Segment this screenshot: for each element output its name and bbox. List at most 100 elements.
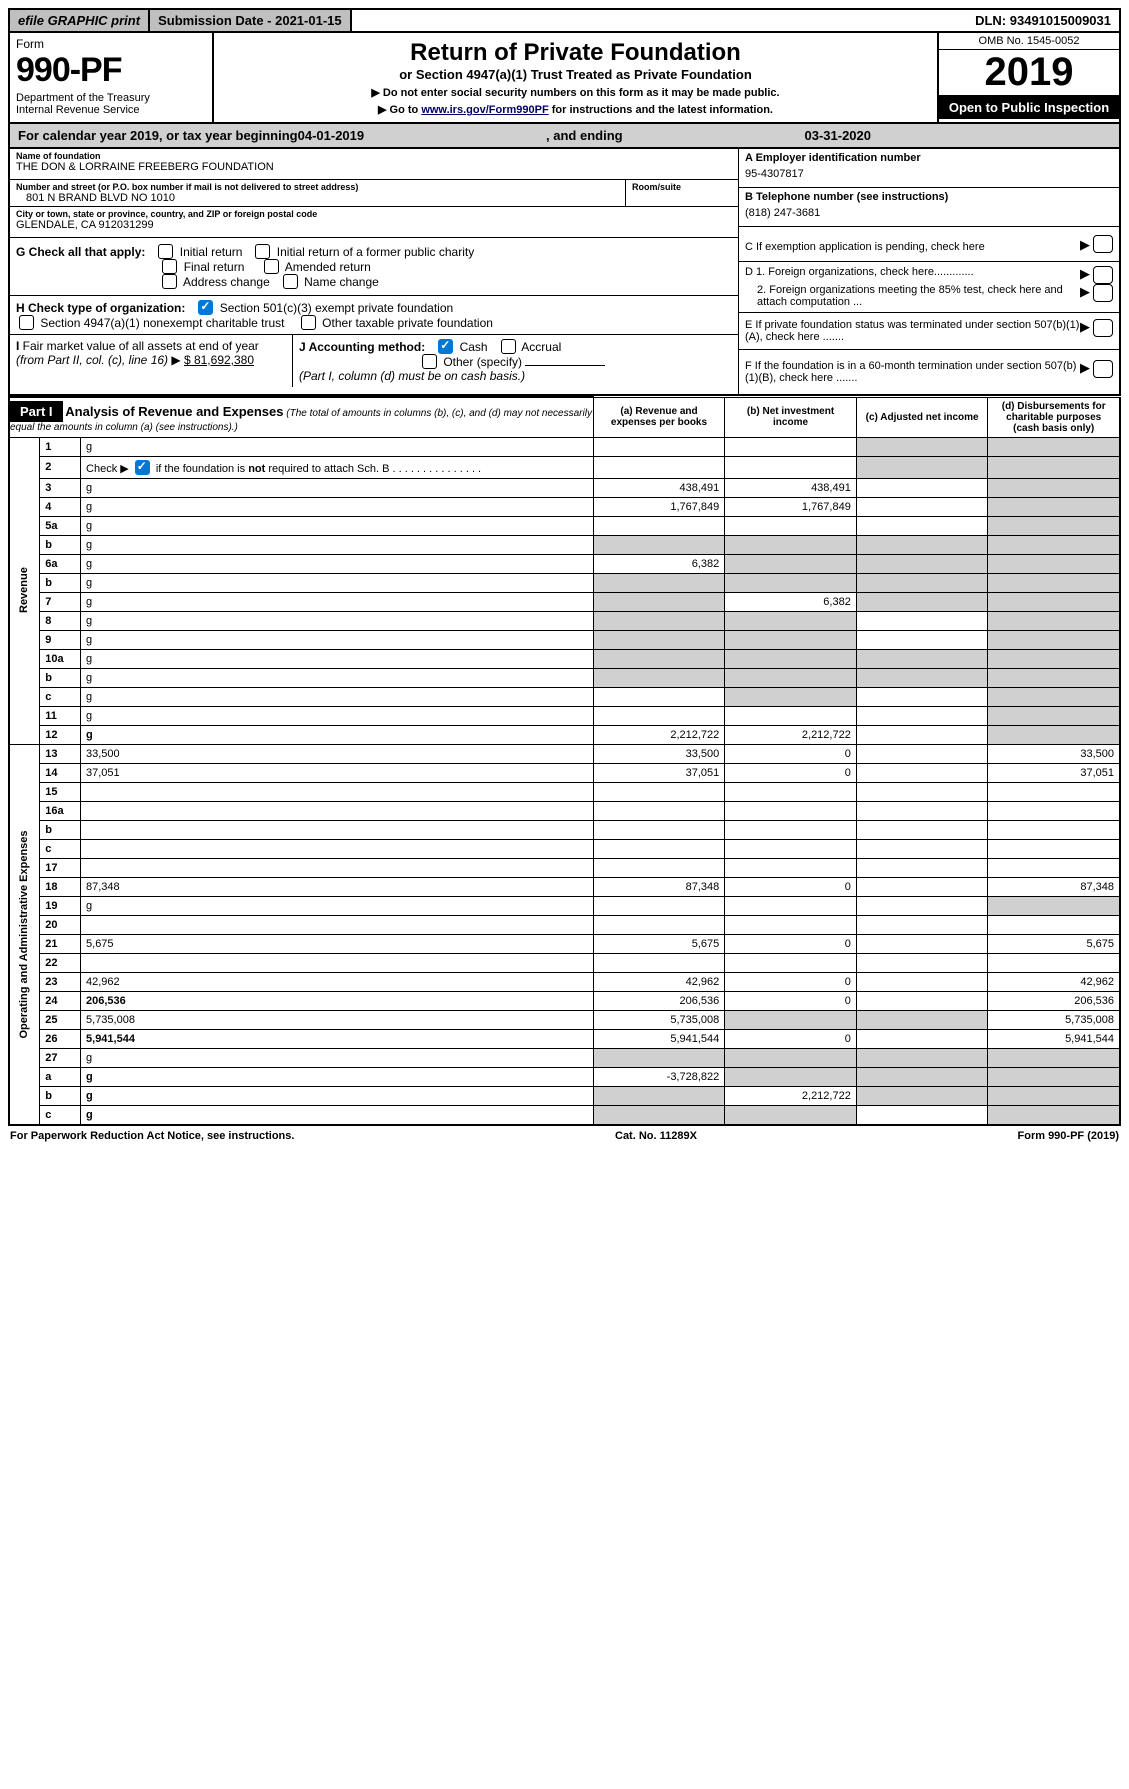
value-cell-a (593, 953, 725, 972)
value-cell-c (856, 801, 988, 820)
table-row: bg (9, 668, 1120, 687)
header-middle: Return of Private Foundation or Section … (214, 33, 937, 122)
chk-c[interactable] (1093, 235, 1113, 253)
value-cell-a (593, 1048, 725, 1067)
line-number: 17 (40, 858, 81, 877)
chk-accrual[interactable] (501, 339, 516, 354)
value-cell-b (725, 858, 857, 877)
value-cell-b (725, 839, 857, 858)
section-i-j: I Fair market value of all assets at end… (10, 335, 738, 387)
chk-501c3[interactable] (198, 300, 213, 315)
chk-final-return[interactable] (162, 259, 177, 274)
chk-e[interactable] (1093, 319, 1113, 337)
table-row: 5ag (9, 516, 1120, 535)
chk-initial-former[interactable] (255, 244, 270, 259)
j-label: J Accounting method: (299, 340, 425, 354)
value-cell-c (856, 1029, 988, 1048)
value-cell-a (593, 611, 725, 630)
value-cell-d (988, 497, 1120, 516)
table-row: 15 (9, 782, 1120, 801)
form-number: 990-PF (16, 51, 122, 89)
j-other: Other (specify) (443, 355, 522, 369)
value-cell-b (725, 953, 857, 972)
chk-other-taxable[interactable] (301, 315, 316, 330)
chk-amended[interactable] (264, 259, 279, 274)
value-cell-b: 0 (725, 1029, 857, 1048)
table-row: 27g (9, 1048, 1120, 1067)
subdate-label: Submission Date - (158, 13, 275, 28)
line-description: g (81, 535, 594, 554)
form-title: Return of Private Foundation (220, 39, 931, 67)
chk-d2[interactable] (1093, 284, 1113, 302)
value-cell-b (725, 554, 857, 573)
subdate-value: 2021-01-15 (275, 13, 342, 28)
footer-right: Form 990-PF (2019) (1018, 1130, 1120, 1142)
efile-print-button[interactable]: efile GRAPHIC print (10, 10, 150, 31)
part1-table: Part I Analysis of Revenue and Expenses … (8, 396, 1121, 1126)
value-cell-b (725, 1105, 857, 1125)
phone-value: (818) 247-3681 (745, 203, 1113, 223)
line-number: 21 (40, 934, 81, 953)
chk-initial-return[interactable] (158, 244, 173, 259)
line-number: 5a (40, 516, 81, 535)
section-h: H Check type of organization: Section 50… (10, 296, 738, 335)
value-cell-a (593, 1086, 725, 1105)
table-row: 11g (9, 706, 1120, 725)
value-cell-b (725, 437, 857, 456)
table-row: 1887,34887,348087,348 (9, 877, 1120, 896)
j-cash: Cash (460, 340, 488, 354)
value-cell-a: 206,536 (593, 991, 725, 1010)
chk-address-change[interactable] (162, 274, 177, 289)
table-row: b (9, 820, 1120, 839)
table-row: 2Check ▶ if the foundation is not requir… (9, 456, 1120, 478)
table-row: 6ag6,382 (9, 554, 1120, 573)
value-cell-d: 5,941,544 (988, 1029, 1120, 1048)
address-value: 801 N BRAND BLVD NO 1010 (16, 192, 619, 204)
value-cell-a: 438,491 (593, 478, 725, 497)
value-cell-a: 5,675 (593, 934, 725, 953)
line-number: 3 (40, 478, 81, 497)
section-i: I Fair market value of all assets at end… (10, 335, 293, 387)
line-description: 5,675 (81, 934, 594, 953)
chk-d1[interactable] (1093, 266, 1113, 284)
value-cell-c (856, 706, 988, 725)
table-row: 20 (9, 915, 1120, 934)
a-label: A Employer identification number (745, 152, 921, 164)
value-cell-d (988, 649, 1120, 668)
chk-other-method[interactable] (422, 354, 437, 369)
h-label: H Check type of organization: (16, 301, 185, 315)
value-cell-c (856, 839, 988, 858)
value-cell-c (856, 649, 988, 668)
chk-sch-b[interactable] (135, 460, 150, 475)
form990pf-link[interactable]: www.irs.gov/Form990PF (421, 104, 548, 116)
value-cell-d (988, 858, 1120, 877)
i-value: $ 81,692,380 (184, 353, 254, 367)
line-number: c (40, 1105, 81, 1125)
chk-name-change[interactable] (283, 274, 298, 289)
value-cell-b (725, 801, 857, 820)
header-note2: ▶ Go to www.irs.gov/Form990PF for instru… (220, 103, 931, 116)
value-cell-b: 0 (725, 934, 857, 953)
room-suite-box: Room/suite (625, 180, 738, 206)
identity-section: Name of foundation THE DON & LORRAINE FR… (8, 149, 1121, 396)
chk-cash[interactable] (438, 339, 453, 354)
line-number: 27 (40, 1048, 81, 1067)
open-inspection-badge: Open to Public Inspection (939, 96, 1119, 119)
city-label: City or town, state or province, country… (16, 209, 732, 219)
value-cell-a (593, 820, 725, 839)
value-cell-a (593, 649, 725, 668)
chk-f[interactable] (1093, 360, 1113, 378)
value-cell-d (988, 437, 1120, 456)
part1-label: Part I (10, 401, 63, 422)
value-cell-d (988, 706, 1120, 725)
table-row: 255,735,0085,735,0085,735,008 (9, 1010, 1120, 1029)
line-number: b (40, 668, 81, 687)
value-cell-c (856, 858, 988, 877)
value-cell-c (856, 1105, 988, 1125)
value-cell-b: 0 (725, 744, 857, 763)
dln-value: 93491015009031 (1010, 13, 1111, 28)
line-description: g (81, 1086, 594, 1105)
chk-4947a1[interactable] (19, 315, 34, 330)
value-cell-d (988, 1067, 1120, 1086)
page-footer: For Paperwork Reduction Act Notice, see … (8, 1126, 1121, 1146)
